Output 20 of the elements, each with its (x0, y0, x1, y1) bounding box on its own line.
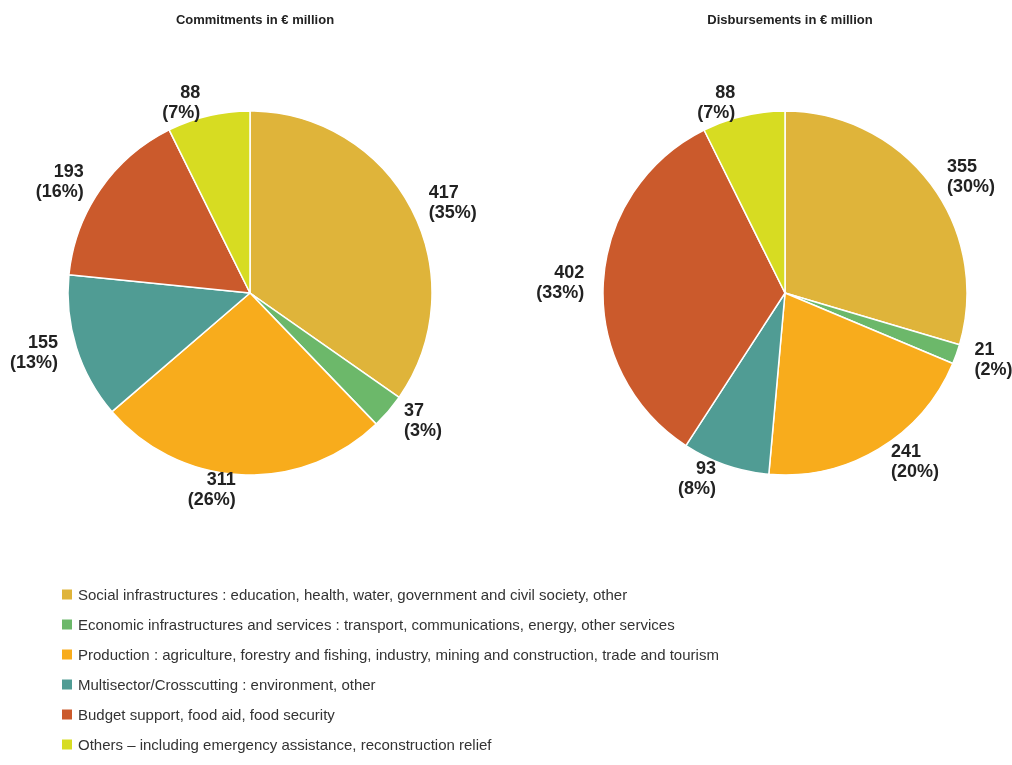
data-label: 155 (13%) (10, 331, 59, 372)
legend-label: Social infrastructures : education, health, water, government and civil society, other (78, 586, 628, 603)
data-label: 37 (3%) (403, 400, 442, 441)
data-label: 88 (7%) (697, 82, 736, 123)
legend-label: Economic infrastructures and services : transport, communications, energy, other services (78, 616, 675, 633)
data-label: 21 (2%) (974, 338, 1012, 379)
data-label: 241 (20%) (891, 440, 940, 481)
legend-label: Others – including emergency assistance, reconstruction relief (78, 736, 493, 753)
data-label: 88 (7%) (162, 82, 201, 123)
data-label: 417 (35%) (428, 182, 477, 223)
data-label: 402 (33%) (536, 261, 585, 302)
slice-label: Disbursements in € million (707, 12, 873, 27)
data-label: 355 (30%) (947, 155, 996, 196)
slice-label: Commitments in € million (175, 12, 335, 27)
legend-label: Production : agriculture, forestry and fishing, industry, mining and construction, trade and tourism (78, 646, 719, 663)
legend-label: Multisector/Crosscutting : environment, other (78, 676, 376, 693)
data-label: 193 (16%) (35, 161, 84, 202)
legend-label: Budget support, food aid, food security (78, 706, 336, 723)
data-label: 311 (26%) (187, 468, 236, 509)
data-label: 93 (8%) (678, 458, 717, 499)
